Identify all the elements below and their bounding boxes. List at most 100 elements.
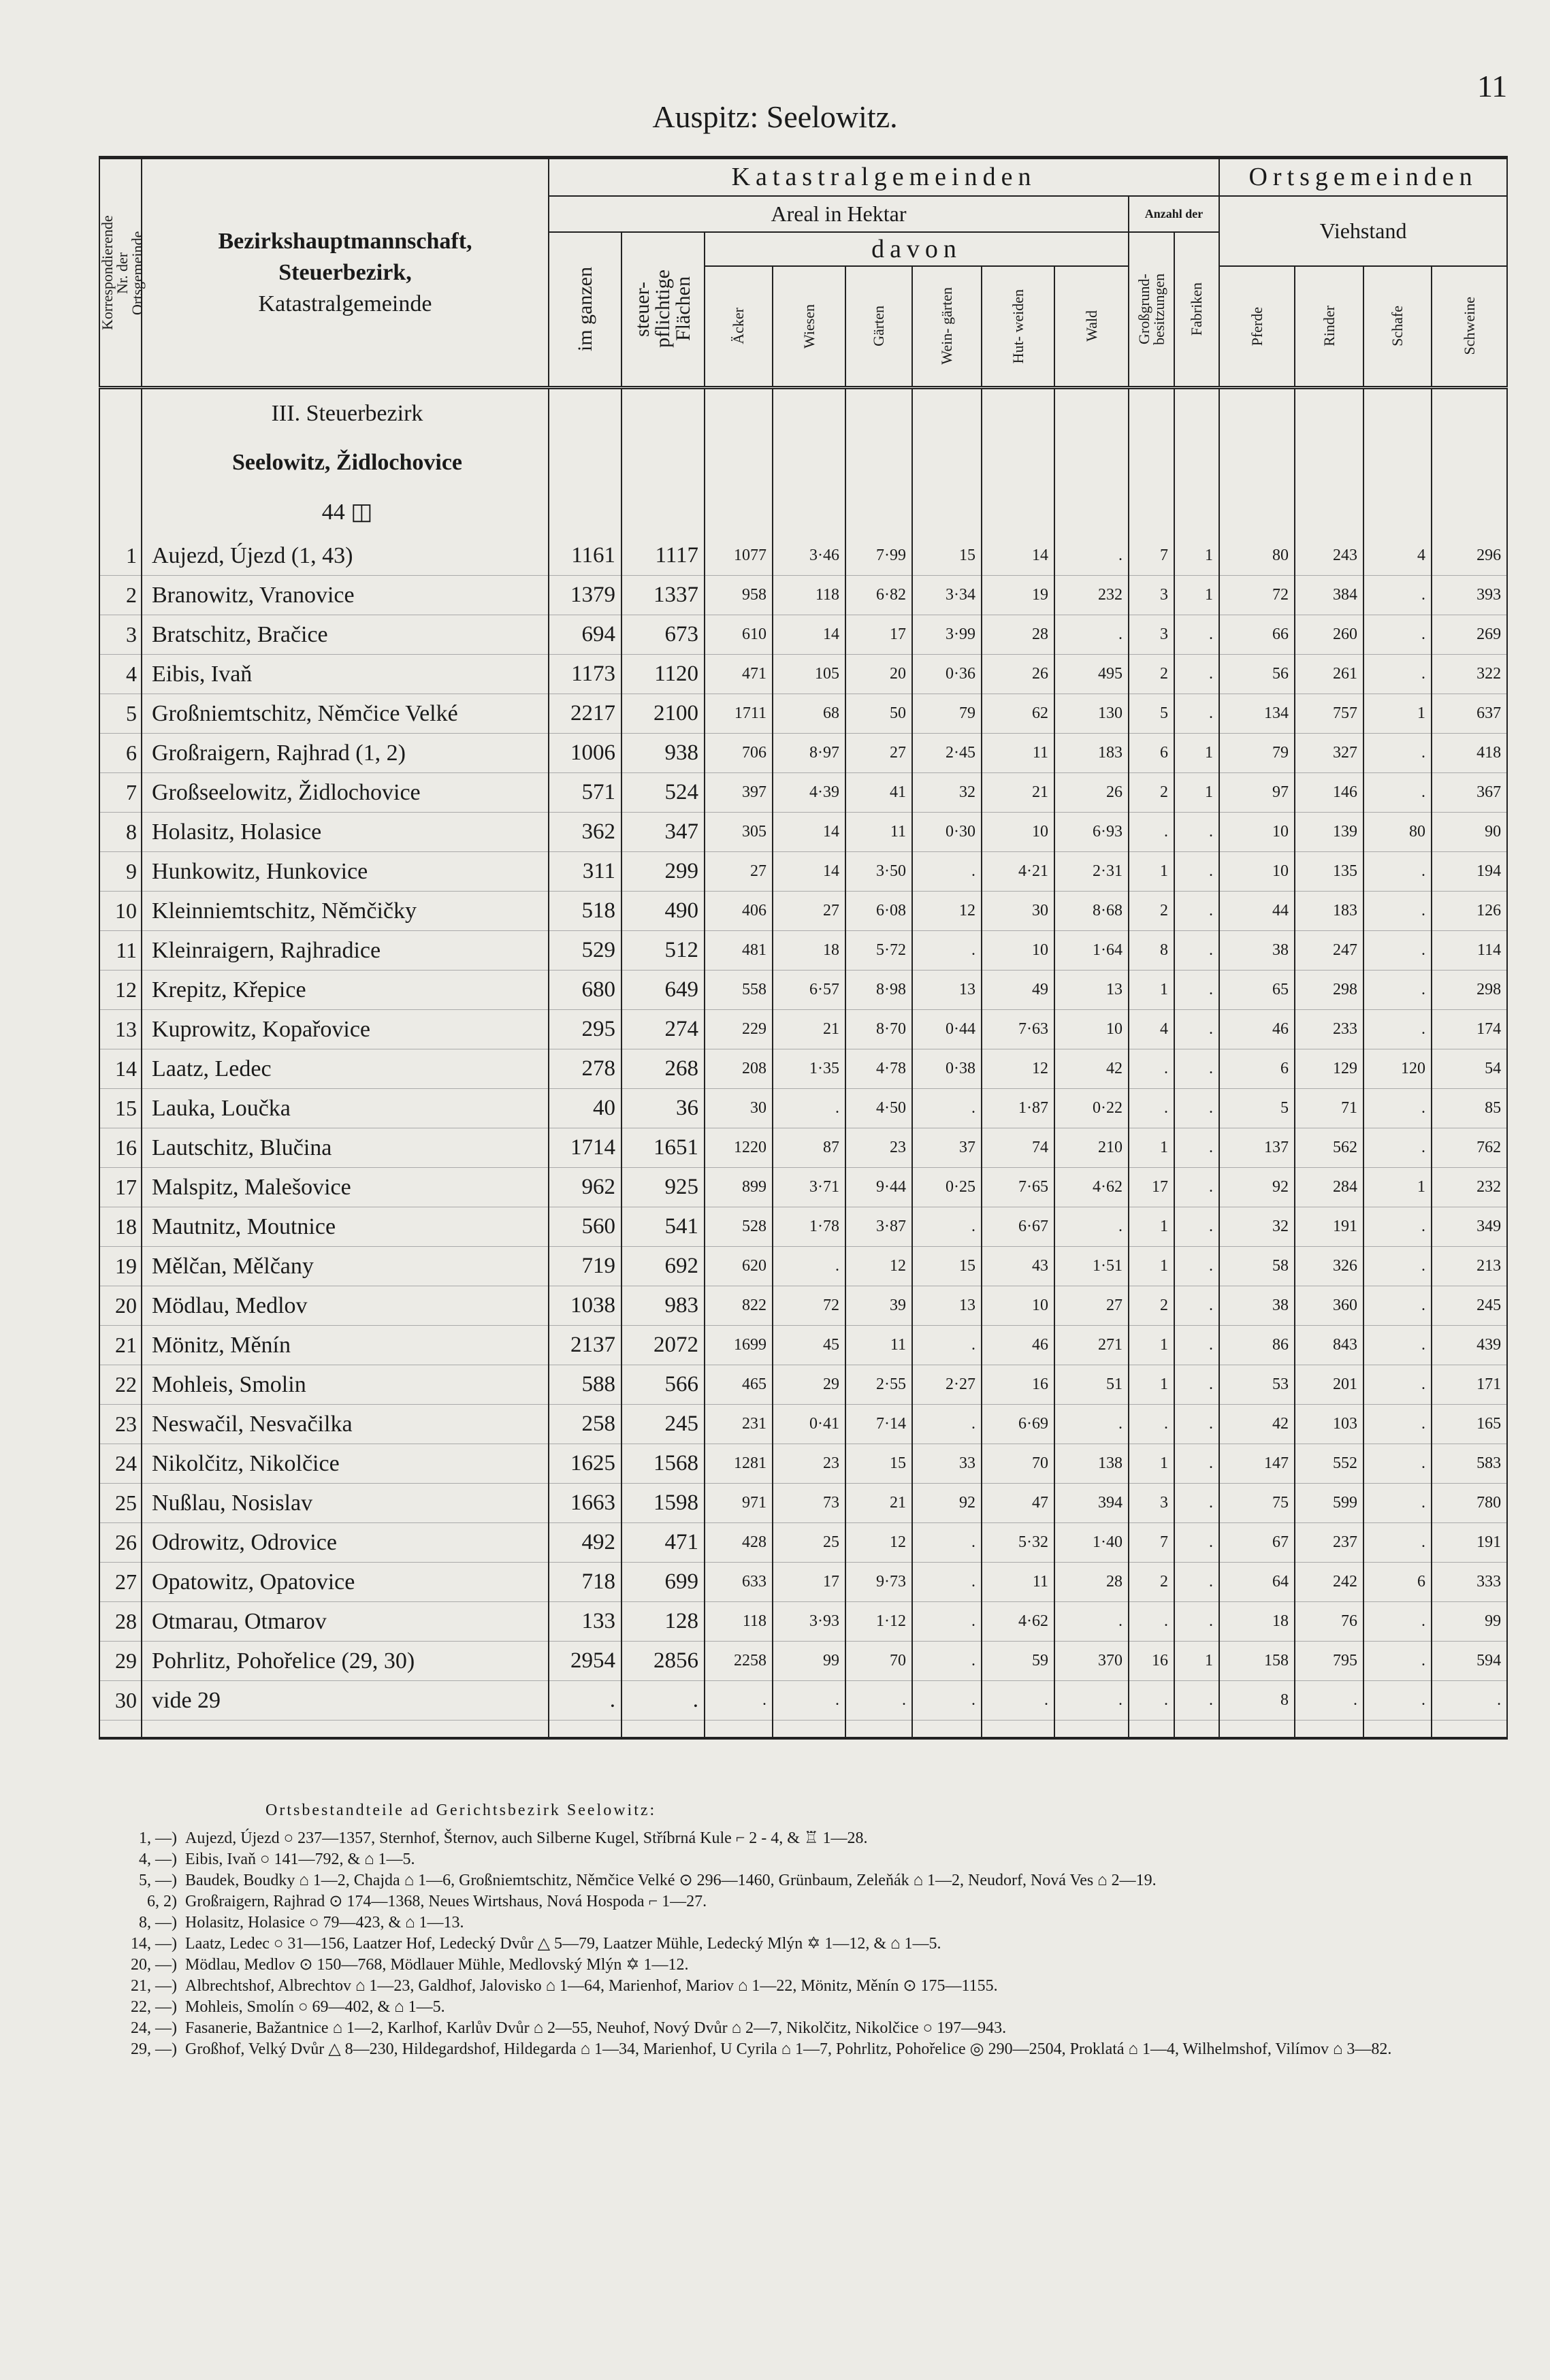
header-cell: Großgrund- besitzungen: [1128, 231, 1175, 389]
cell: [1294, 487, 1365, 536]
value-cell: 1625: [548, 1444, 622, 1484]
value-cell: 208: [704, 1049, 773, 1089]
header-text: Schafe: [1389, 306, 1406, 347]
value-cell: 7·14: [845, 1404, 913, 1444]
value-cell: 10: [981, 812, 1055, 852]
footnote-ref: 21, —): [131, 1977, 177, 1995]
table-row: 4 Eibis, Ivaň 1173 1120 471 105 20 0·36 26 495 2. 5…: [99, 654, 1508, 694]
value-cell: 1: [1173, 733, 1221, 773]
value-cell: 85: [1431, 1088, 1508, 1128]
value-cell: 4: [1363, 536, 1433, 576]
place-name: Malspitz, Malešovice: [141, 1167, 549, 1207]
header-cell: Rinder: [1294, 265, 1365, 389]
value-cell: .: [1294, 1680, 1365, 1721]
table-row: 2 Branowitz, Vranovice 1379 1337 958 118 6·82 3…: [99, 575, 1508, 615]
value-cell: 1379: [548, 575, 622, 615]
value-cell: .: [911, 1562, 982, 1602]
value-cell: 610: [704, 615, 773, 655]
value-cell: 8·68: [1054, 891, 1129, 931]
value-cell: 298: [1431, 970, 1508, 1010]
header-text: Wiesen: [800, 304, 818, 348]
value-cell: 1281: [704, 1444, 773, 1484]
value-cell: .: [1128, 1088, 1175, 1128]
value-cell: 843: [1294, 1325, 1365, 1365]
cell: [1363, 387, 1433, 438]
value-cell: 45: [772, 1325, 846, 1365]
cell: [1128, 1720, 1175, 1740]
value-cell: 3·50: [845, 851, 913, 892]
value-cell: .: [1363, 891, 1433, 931]
value-cell: 47: [981, 1483, 1055, 1523]
value-cell: 64: [1218, 1562, 1296, 1602]
cell: [845, 1720, 913, 1740]
value-cell: 3·46: [772, 536, 846, 576]
value-cell: .: [1173, 812, 1221, 852]
value-cell: 15: [911, 1246, 982, 1286]
value-cell: .: [621, 1680, 705, 1721]
value-cell: 37: [911, 1128, 982, 1168]
value-cell: 79: [911, 694, 982, 734]
cell: [1363, 487, 1433, 536]
value-cell: .: [911, 1088, 982, 1128]
table-row: 29 Pohrlitz, Pohořelice (29, 30) 2954 2856 2…: [99, 1641, 1508, 1681]
cell: [845, 387, 913, 438]
value-cell: 2: [1128, 891, 1175, 931]
page-number: 11: [1477, 69, 1508, 103]
value-cell: 1038: [548, 1286, 622, 1326]
value-cell: 394: [1054, 1483, 1129, 1523]
value-cell: 370: [1054, 1641, 1129, 1681]
value-cell: 146: [1294, 772, 1365, 813]
header-cell: Schafe: [1363, 265, 1433, 389]
value-cell: 242: [1294, 1562, 1365, 1602]
value-cell: 15: [911, 536, 982, 576]
value-cell: 165: [1431, 1404, 1508, 1444]
value-cell: 171: [1431, 1365, 1508, 1405]
table-row: 16 Lautschitz, Blučina 1714 1651 1220 87 23 37 7…: [99, 1128, 1508, 1168]
row-number: 23: [99, 1404, 142, 1444]
footnote-line: 5, —) Baudek, Boudky ⌂ 1—2, Chajda ⌂ 1—6,…: [109, 1870, 1498, 1891]
value-cell: 2·27: [911, 1365, 982, 1405]
value-cell: .: [1173, 970, 1221, 1010]
row-number: 2: [99, 575, 142, 615]
value-cell: 49: [981, 970, 1055, 1010]
cell: [772, 1720, 846, 1740]
value-cell: .: [1363, 1286, 1433, 1326]
header-cell: Äcker: [704, 265, 773, 389]
value-cell: 174: [1431, 1009, 1508, 1049]
value-cell: 21: [981, 772, 1055, 813]
cell: [1128, 487, 1175, 536]
value-cell: .: [1173, 1365, 1221, 1405]
value-cell: 3·34: [911, 575, 982, 615]
value-cell: 66: [1218, 615, 1296, 655]
value-cell: 2·31: [1054, 851, 1129, 892]
cell: [1128, 387, 1175, 438]
value-cell: .: [1173, 1049, 1221, 1089]
value-cell: 299: [621, 851, 705, 892]
value-cell: .: [772, 1680, 846, 1721]
value-cell: .: [1173, 1286, 1221, 1326]
value-cell: .: [1363, 575, 1433, 615]
value-cell: 1006: [548, 733, 622, 773]
value-cell: 2954: [548, 1641, 622, 1681]
value-cell: 10: [1218, 851, 1296, 892]
table-row: 21 Mönitz, Měnín 2137 2072 1699 45 11. 46 271 1. 8…: [99, 1325, 1508, 1365]
row-number: 25: [99, 1483, 142, 1523]
table-row: 17 Malspitz, Malešovice 962 925 899 3·71 9·44 0…: [99, 1167, 1508, 1207]
value-cell: 6: [1128, 733, 1175, 773]
value-cell: 36: [621, 1088, 705, 1128]
value-cell: 28: [981, 615, 1055, 655]
value-cell: .: [911, 1404, 982, 1444]
value-cell: 2: [1128, 772, 1175, 813]
footnote-ref: 24, —): [131, 2019, 177, 2037]
value-cell: 492: [548, 1522, 622, 1563]
cell: [1294, 438, 1365, 487]
header-cell: Pferde: [1218, 265, 1296, 389]
value-cell: 11: [845, 1325, 913, 1365]
value-cell: 126: [1431, 891, 1508, 931]
header-text: Rinder: [1320, 306, 1338, 347]
value-cell: 46: [981, 1325, 1055, 1365]
value-cell: 50: [845, 694, 913, 734]
value-cell: 70: [845, 1641, 913, 1681]
row-number: 24: [99, 1444, 142, 1484]
cell: [1218, 487, 1296, 536]
